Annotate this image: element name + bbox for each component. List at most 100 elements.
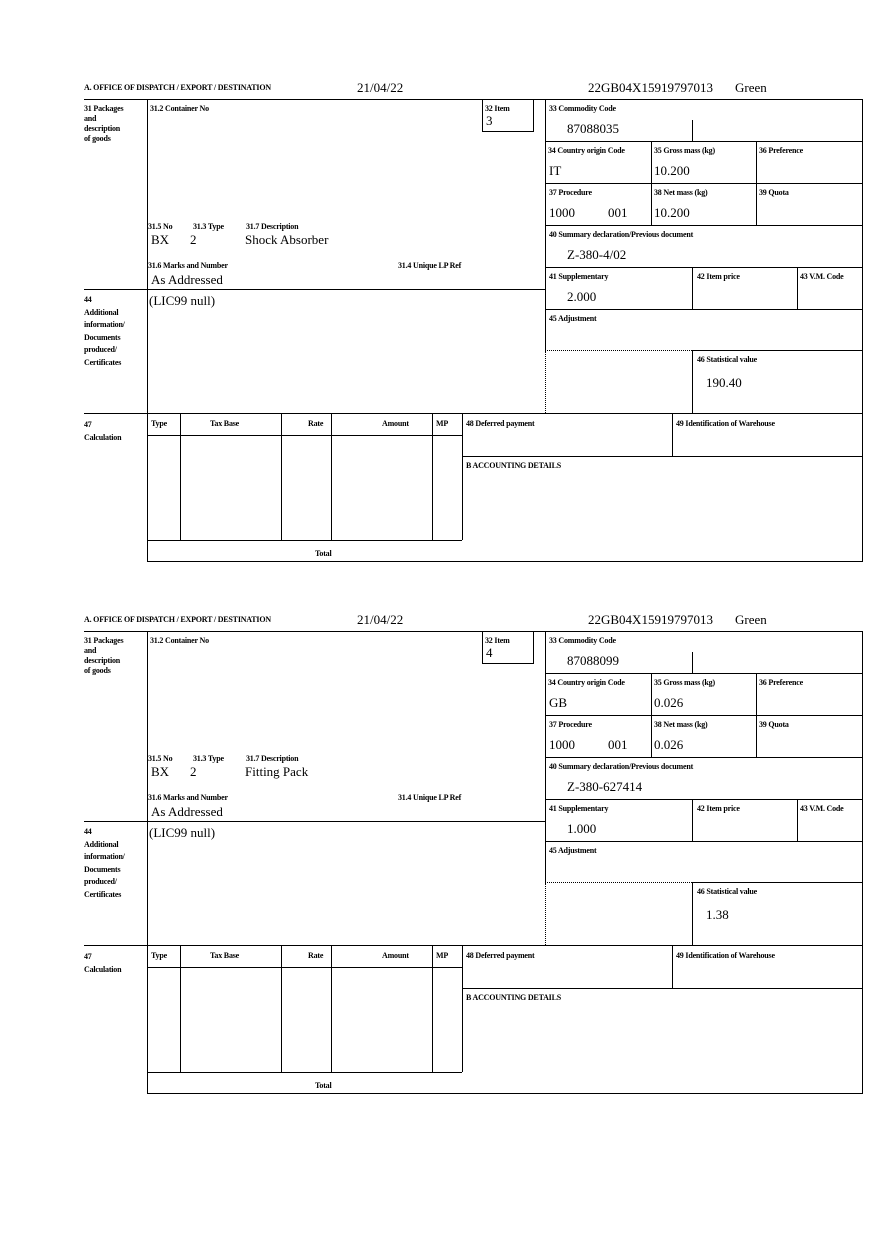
divider: [862, 99, 863, 562]
item-price-label: 42 Item price: [697, 272, 740, 281]
box44-label: 44 Additional information/ Documents pro…: [84, 295, 125, 367]
divider: [147, 540, 462, 541]
divider: [180, 945, 181, 1072]
adjustment-label: 45 Adjustment: [549, 314, 597, 323]
accounting-label: B ACCOUNTING DETAILS: [466, 461, 561, 470]
divider: [545, 799, 862, 800]
divider: [84, 289, 545, 290]
unique-lp-label: 31.4 Unique LP Ref: [398, 793, 462, 802]
divider: [482, 131, 534, 132]
summary-decl: Z-380-4/02: [567, 247, 627, 262]
divider: [756, 141, 757, 225]
summary-decl-label: 40 Summary declaration/Previous document: [549, 762, 694, 771]
commodity-code: 87088035: [567, 121, 619, 136]
divider: [147, 99, 148, 562]
item-label: 32 Item: [485, 636, 510, 645]
type-label: 31.3 Type: [193, 754, 224, 763]
mrn: 22GB04X15919797013: [588, 612, 713, 627]
divider: [692, 882, 862, 883]
divider: [692, 350, 862, 351]
warehouse-label: 49 Identification of Warehouse: [676, 951, 775, 960]
warehouse-label: 49 Identification of Warehouse: [676, 419, 775, 428]
divider: [147, 631, 148, 1094]
net-mass: 10.200: [654, 205, 690, 220]
calc-col-rate: Rate: [308, 951, 324, 960]
calc-col-mp: MP: [436, 419, 449, 428]
calc-col-type: Type: [151, 951, 167, 960]
type-label: 31.3 Type: [193, 222, 224, 231]
item-value: 4: [486, 645, 493, 660]
divider: [180, 413, 181, 540]
unique-lp-label: 31.4 Unique LP Ref: [398, 261, 462, 270]
divider: [147, 435, 462, 436]
divider: [692, 652, 693, 673]
marks-label: 31.6 Marks and Number: [148, 793, 228, 802]
country-origin: GB: [549, 695, 568, 710]
office-heading: A. OFFICE OF DISPATCH / EXPORT / DESTINA…: [84, 615, 271, 624]
divider: [84, 413, 862, 414]
divider: [797, 267, 798, 309]
item-label: 32 Item: [485, 104, 510, 113]
divider: [432, 945, 433, 1072]
summary-decl-label: 40 Summary declaration/Previous document: [549, 230, 694, 239]
supplementary: 1.000: [567, 821, 597, 836]
divider: [482, 631, 483, 663]
date: 21/04/22: [357, 612, 404, 627]
divider: [147, 561, 862, 562]
total-label: Total: [315, 1081, 332, 1090]
statistical-value: 190.40: [706, 375, 742, 390]
additional-info: (LIC99 null): [149, 825, 216, 840]
divider: [756, 673, 757, 757]
net-mass-label: 38 Net mass (kg): [654, 720, 708, 729]
divider: [545, 350, 692, 351]
box47-label: 47 Calculation: [84, 420, 122, 442]
calc-col-tax-base: Tax Base: [210, 951, 240, 960]
divider: [651, 141, 652, 225]
supplementary: 2.000: [567, 289, 597, 304]
divider: [797, 799, 798, 841]
box47-label: 47 Calculation: [84, 952, 122, 974]
divider: [462, 988, 862, 989]
package-type: 2: [190, 764, 197, 779]
divider: [545, 141, 862, 142]
divider: [545, 883, 546, 945]
commodity-code: 87088099: [567, 653, 619, 668]
quota-label: 39 Quota: [759, 188, 789, 197]
divider: [545, 351, 546, 413]
goods-description: Fitting Pack: [245, 764, 309, 779]
divider: [147, 1093, 862, 1094]
divider: [533, 99, 534, 131]
divider: [692, 267, 693, 309]
calc-col-mp: MP: [436, 951, 449, 960]
divider: [545, 267, 862, 268]
divider: [545, 225, 862, 226]
additional-info: (LIC99 null): [149, 293, 216, 308]
preference-label: 36 Preference: [759, 678, 803, 687]
divider: [432, 413, 433, 540]
divider: [482, 663, 534, 664]
package-no: BX: [151, 232, 170, 247]
calc-col-amount: Amount: [382, 419, 409, 428]
divider: [672, 945, 673, 988]
divider: [545, 757, 862, 758]
marks-value: As Addressed: [151, 272, 223, 287]
divider: [533, 631, 534, 663]
deferred-payment-label: 48 Deferred payment: [466, 419, 535, 428]
description-label: 31.7 Description: [246, 754, 299, 763]
divider: [147, 1072, 462, 1073]
accounting-label: B ACCOUNTING DETAILS: [466, 993, 561, 1002]
procedure: 1000: [549, 737, 575, 752]
declaration-item-form: A. OFFICE OF DISPATCH / EXPORT / DESTINA…: [0, 612, 882, 1112]
calc-col-tax-base: Tax Base: [210, 419, 240, 428]
statistical-label: 46 Statistical value: [697, 887, 757, 896]
calc-col-type: Type: [151, 419, 167, 428]
divider: [545, 309, 862, 310]
divider: [462, 456, 862, 457]
box31-label: 31 Packages and description of goods: [84, 636, 124, 675]
no-label: 31.5 No: [148, 222, 173, 231]
statistical-label: 46 Statistical value: [697, 355, 757, 364]
package-no: BX: [151, 764, 170, 779]
office-heading: A. OFFICE OF DISPATCH / EXPORT / DESTINA…: [84, 83, 271, 92]
route-status: Green: [735, 612, 767, 627]
divider: [331, 945, 332, 1072]
